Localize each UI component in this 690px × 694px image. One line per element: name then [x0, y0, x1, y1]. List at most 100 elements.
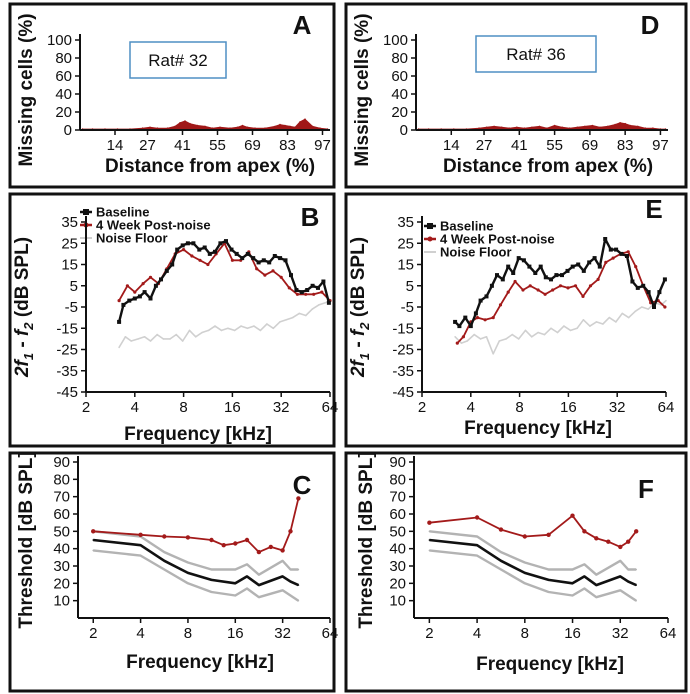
missing-cells-point: [141, 127, 144, 129]
x-axis-label: Frequency [kHz]: [124, 424, 272, 445]
baseline-point: [224, 239, 228, 244]
normal-lower-point: [163, 568, 166, 571]
post-noise-point: [573, 284, 578, 288]
post-noise-point: [185, 535, 191, 540]
noise-floor-point: [647, 308, 650, 310]
normal-mean-point: [635, 584, 637, 586]
post-noise-point: [588, 284, 593, 288]
noise-floor-point: [498, 340, 501, 342]
y-tick-label: 50: [53, 523, 70, 540]
y-tick-label: 80: [55, 50, 72, 67]
baseline-point: [245, 251, 250, 256]
baseline-point: [635, 285, 640, 290]
y-axis-label: 2f1 - f2 (dB SPL): [12, 237, 36, 378]
post-noise-point: [663, 305, 667, 309]
post-noise-point: [536, 288, 540, 292]
noise-floor-point: [279, 321, 281, 323]
missing-cells-point: [561, 126, 563, 129]
y-tick-label: -45: [392, 384, 414, 401]
normal-lower-point: [246, 587, 248, 590]
normal-upper-point: [500, 551, 502, 553]
x-tick-label: 64: [660, 625, 677, 642]
noise-floor-point: [563, 325, 565, 327]
missing-cells-point: [493, 125, 495, 128]
post-noise-point: [566, 286, 570, 290]
baseline-point: [153, 283, 158, 288]
x-tick-label: 64: [322, 399, 339, 416]
normal-upper-point: [571, 568, 574, 571]
y-tick-label: 20: [389, 575, 406, 592]
y-tick-label: 15: [61, 257, 78, 274]
series-line-noise-floor: [454, 300, 667, 355]
baseline-point: [316, 285, 320, 290]
y-tick-label: 40: [389, 541, 406, 558]
normal-lower-point: [595, 596, 598, 598]
post-noise-point: [209, 537, 214, 543]
missing-cells-point: [500, 126, 503, 129]
baseline-point: [581, 268, 586, 273]
normal-upper-point: [583, 563, 586, 566]
noise-floor-point: [214, 325, 216, 327]
noise-floor-point: [156, 333, 158, 336]
panel-frame-b: [8, 192, 336, 448]
baseline-point: [516, 256, 521, 261]
missing-cells-area: [417, 122, 667, 131]
post-noise-point: [475, 316, 480, 320]
baseline-point: [543, 275, 548, 280]
normal-mean-point: [547, 579, 550, 581]
baseline-point: [473, 311, 478, 316]
y-tick-label: -15: [392, 320, 414, 337]
normal-mean-point: [297, 584, 300, 586]
x-tick-label: 32: [609, 399, 626, 416]
x-tick-label: 97: [652, 137, 669, 154]
missing-cells-point: [523, 127, 526, 129]
baseline-point: [625, 254, 629, 258]
x-tick-label: 69: [582, 137, 599, 154]
baseline-point: [560, 273, 564, 278]
y-tick-label: -45: [56, 384, 78, 401]
x-tick-label: 4: [473, 625, 481, 642]
legend-label: 4 Week Post-noise: [96, 218, 211, 233]
post-noise-point: [233, 541, 238, 546]
post-noise-point: [256, 549, 262, 555]
normal-lower-point: [547, 591, 550, 593]
x-axis-label: Frequency [kHz]: [476, 654, 624, 675]
normal-lower-point: [571, 594, 574, 597]
missing-cells-point: [304, 118, 306, 120]
y-axis-label-part: 1: [21, 353, 36, 360]
noise-floor-point: [537, 331, 539, 334]
normal-upper-point: [281, 560, 284, 562]
missing-cells-point: [568, 127, 571, 129]
y-tick-label: -25: [392, 342, 414, 359]
panel-frame-f: [344, 451, 688, 693]
noise-floor-point: [479, 338, 482, 340]
post-noise-point: [455, 341, 459, 345]
y-tick-label: 20: [55, 104, 72, 121]
baseline-point: [240, 256, 245, 261]
rat-id-box: [129, 41, 227, 79]
x-tick-label: 8: [184, 625, 192, 642]
x-tick-label: 4: [136, 625, 144, 642]
post-noise-point: [461, 335, 465, 339]
normal-upper-point: [627, 568, 629, 571]
missing-cells-point: [219, 126, 221, 129]
normal-mean-point: [524, 572, 526, 574]
baseline-point: [549, 277, 553, 282]
post-noise-point: [263, 273, 267, 277]
post-noise-point: [522, 534, 527, 539]
post-noise-point: [626, 539, 631, 544]
post-noise-point: [255, 267, 259, 271]
normal-mean-point: [92, 539, 94, 541]
noise-floor-point: [569, 329, 572, 332]
baseline-point: [278, 256, 283, 261]
normal-upper-point: [246, 563, 248, 566]
noise-floor-point: [124, 336, 127, 338]
post-noise-point: [521, 288, 525, 292]
y-tick-label: 30: [53, 558, 70, 575]
y-tick-label: 100: [47, 32, 72, 49]
baseline-point: [597, 264, 602, 269]
noise-floor-point: [207, 329, 210, 332]
x-tick-label: 64: [322, 625, 339, 642]
y-tick-label: 35: [61, 214, 78, 231]
